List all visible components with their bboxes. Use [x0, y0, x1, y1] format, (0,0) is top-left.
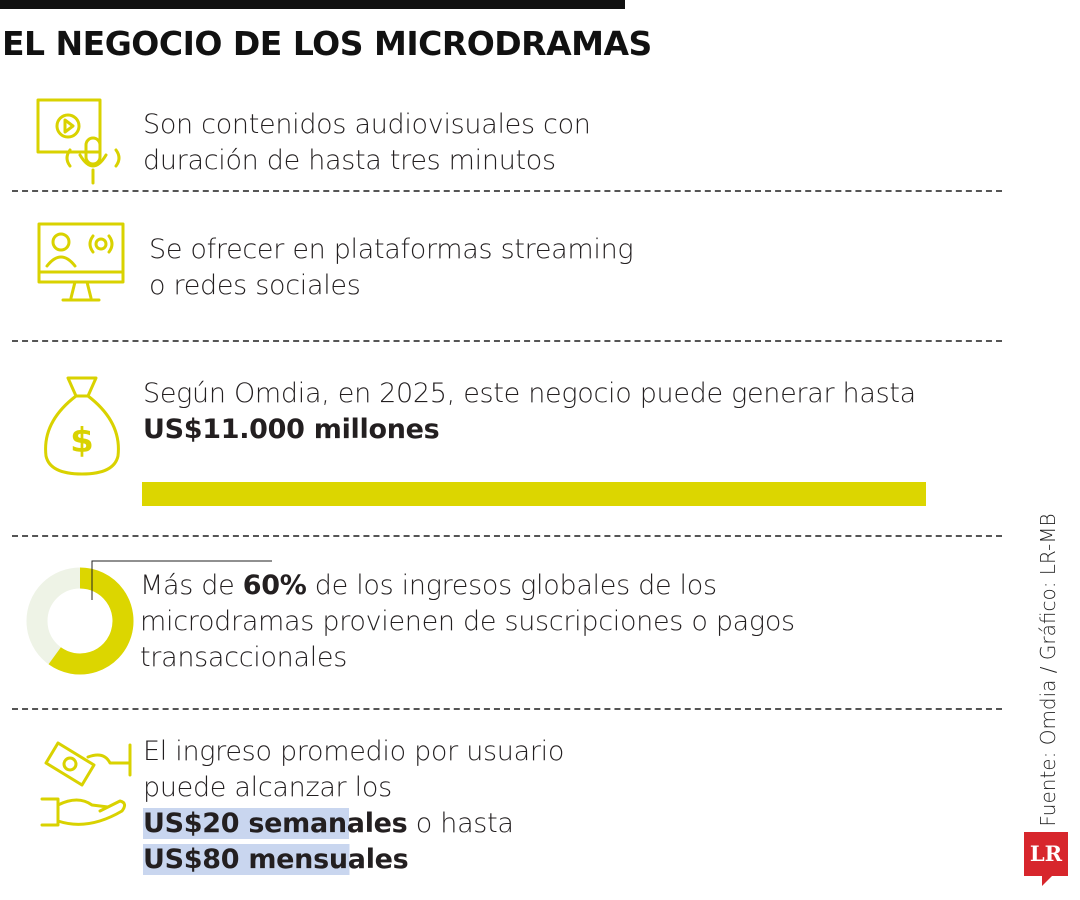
svg-text:$: $	[70, 421, 94, 461]
item-text: Según Omdia, en 2025, este negocio puede…	[143, 378, 916, 445]
item-text: Más de 60% de los ingresos globales de l…	[140, 570, 795, 673]
highlight-bar	[142, 482, 926, 506]
title: EL NEGOCIO DE LOS MICRODRAMAS	[2, 24, 652, 63]
logo-tail	[1042, 876, 1052, 886]
divider	[12, 708, 1002, 710]
source: Fuente: Omdia / Gráfico: LR-MB	[1036, 513, 1060, 827]
donut	[26, 560, 272, 675]
divider	[12, 340, 1002, 342]
item-text: El ingreso promedio por usuario puede alc…	[143, 736, 565, 875]
logo: LR	[1024, 832, 1068, 876]
item-text: Son contenidos audiovisuales con duración…	[143, 109, 591, 176]
money-bag-icon: $	[44, 376, 120, 476]
divider	[12, 190, 1002, 192]
donut-arc	[48, 567, 134, 675]
leader-line	[91, 560, 272, 600]
streaming-icon	[37, 222, 125, 302]
handshake-icon	[40, 741, 132, 827]
video-icon	[36, 98, 121, 185]
top-bar	[0, 0, 625, 9]
item-text: Se ofrecer en plataformas streaming o red…	[149, 234, 634, 301]
divider	[12, 535, 1002, 537]
